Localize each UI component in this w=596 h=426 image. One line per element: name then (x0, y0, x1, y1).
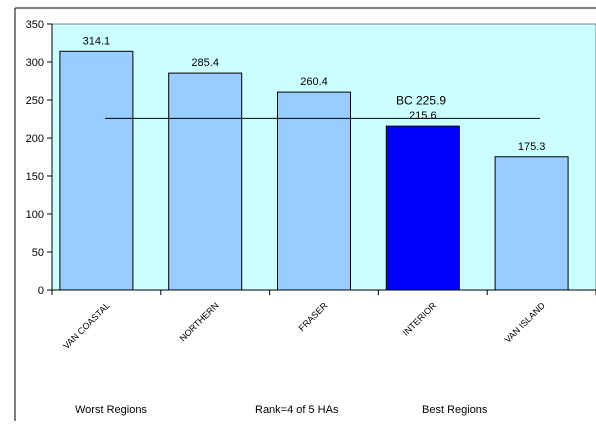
y-tick-label: 350 (26, 19, 44, 31)
bar-value-label: 285.4 (191, 57, 219, 69)
reference-line-label: BC 225.9 (396, 93, 446, 107)
bar-fraser (277, 91, 351, 291)
y-tick-label: 250 (26, 95, 44, 107)
bar-van-coastal (59, 50, 134, 291)
footer-left-label: Worst Regions (75, 404, 147, 416)
x-category-label: VAN ISLAND (503, 300, 548, 345)
x-category-label: NORTHERN (178, 300, 221, 343)
y-tick-label: 100 (26, 209, 44, 221)
y-tick-label: 300 (26, 57, 44, 69)
y-tick-label: 0 (38, 285, 44, 297)
bar-interior (385, 125, 460, 291)
footer-center-label: Rank=4 of 5 HAs (255, 404, 339, 416)
bar-value-label: 215.6 (409, 110, 437, 122)
x-category-label: VAN COASTAL (61, 300, 112, 351)
y-tick-label: 150 (26, 171, 44, 183)
y-tick-label: 200 (26, 133, 44, 145)
footer-right-label: Best Regions (422, 404, 488, 416)
bar-northern (168, 72, 243, 291)
bar-value-label: 260.4 (300, 76, 328, 88)
x-category-label: INTERIOR (401, 300, 439, 338)
y-tick-label: 50 (32, 247, 44, 259)
bar-van-island (494, 156, 569, 291)
bar-value-label: 314.1 (83, 35, 111, 47)
x-category-label: FRASER (297, 300, 330, 333)
bar-value-label: 175.3 (518, 141, 546, 153)
